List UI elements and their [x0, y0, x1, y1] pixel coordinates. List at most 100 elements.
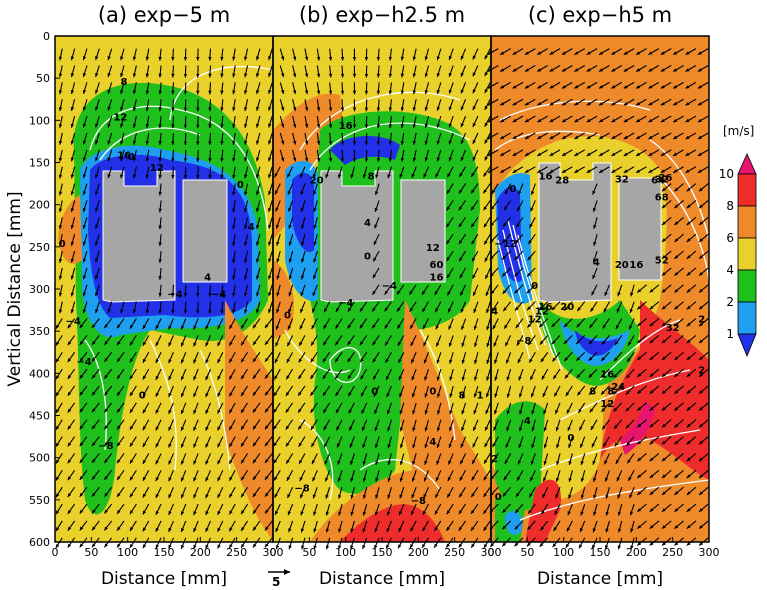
- wind-vector-head: [324, 308, 328, 313]
- wind-vector-head: [255, 140, 260, 145]
- wind-vector-head: [662, 541, 666, 546]
- wind-vector-head: [512, 169, 517, 173]
- wind-vector-head: [298, 358, 303, 363]
- wind-vector-head: [241, 408, 245, 413]
- wind-vector-head: [67, 526, 72, 531]
- wind-vector-head: [412, 123, 417, 128]
- wind-vector-head: [485, 274, 489, 279]
- wind-vector-head: [636, 169, 641, 173]
- wind-vector-head: [229, 493, 233, 498]
- x-tick-label: 250: [662, 546, 683, 559]
- contour-label: 20: [560, 302, 574, 313]
- wind-vector-head: [615, 459, 620, 464]
- wind-vector-head: [145, 73, 150, 78]
- wind-vector-head: [107, 89, 111, 94]
- wind-vector-head: [132, 107, 137, 111]
- wind-vector-head: [313, 224, 317, 229]
- wind-vector-head: [611, 118, 616, 123]
- wind-vector-head: [400, 107, 405, 112]
- wind-vector-head: [376, 56, 381, 61]
- wind-vector-head: [386, 528, 390, 533]
- wind-vector-head: [374, 444, 379, 449]
- wind-vector-head: [398, 527, 402, 532]
- wind-vector-head: [107, 73, 111, 77]
- wind-vector-head: [697, 68, 702, 72]
- y-tick-label: 400: [29, 367, 50, 380]
- wind-vector-head: [107, 140, 111, 145]
- wind-vector-head: [623, 101, 628, 106]
- wind-vector-head: [168, 544, 172, 549]
- wind-vector-head: [517, 207, 521, 212]
- contour-label: 0: [237, 180, 244, 191]
- wind-vector-head: [104, 357, 108, 362]
- wind-vector-head: [576, 356, 581, 361]
- wind-vector-head: [423, 359, 428, 364]
- wind-vector-head: [460, 123, 464, 128]
- wind-vector-head: [648, 169, 653, 173]
- wind-vector-head: [205, 477, 209, 482]
- wind-vector-head: [55, 358, 60, 363]
- wind-vector-head: [104, 459, 108, 463]
- wind-vector-head: [601, 408, 606, 412]
- wind-vector-head: [229, 443, 233, 448]
- wind-vector-head: [55, 425, 60, 430]
- wind-vector-head: [411, 477, 416, 482]
- wind-vector-head: [129, 425, 134, 430]
- wind-vector-head: [484, 459, 488, 464]
- wind-vector-head: [527, 272, 531, 277]
- wind-vector-head: [205, 426, 209, 431]
- wind-vector-head: [448, 325, 452, 330]
- wind-vector-head: [648, 51, 653, 55]
- wind-vector-head: [183, 124, 188, 129]
- wind-vector-head: [385, 341, 389, 346]
- wind-vector-head: [593, 224, 597, 229]
- wind-vector-head: [313, 241, 317, 246]
- wind-vector-head: [275, 325, 280, 330]
- wind-vector-head: [686, 457, 691, 462]
- wind-vector-head: [142, 544, 147, 549]
- wind-vector-head: [424, 427, 428, 432]
- wind-vector-head: [232, 225, 236, 230]
- wind-vector-head: [500, 169, 505, 173]
- wind-vector-head: [168, 392, 172, 397]
- wind-vector-head: [629, 308, 633, 313]
- wind-vector-head: [556, 444, 560, 449]
- wind-vector-head: [252, 341, 257, 346]
- wind-vector-head: [500, 152, 505, 156]
- wind-vector-head: [649, 390, 654, 394]
- wind-vector-head: [623, 169, 628, 173]
- wind-vector-head: [524, 169, 529, 173]
- wind-vector-head: [486, 359, 490, 364]
- wind-vector-head: [336, 426, 340, 431]
- colorbar-segment: [737, 269, 757, 303]
- wind-vector-head: [58, 309, 63, 314]
- wind-vector-head: [117, 526, 121, 531]
- contour-label: 4: [593, 257, 600, 268]
- wind-vector-head: [436, 140, 441, 145]
- wind-vector-head: [649, 508, 654, 512]
- wind-vector-head: [649, 339, 654, 344]
- wind-vector-head: [400, 124, 405, 128]
- wind-vector-head: [217, 443, 221, 448]
- wind-vector-head: [388, 73, 393, 78]
- wind-vector-head: [637, 339, 642, 344]
- wind-vector-head: [70, 90, 75, 94]
- wind-vector-head: [561, 85, 566, 89]
- wind-vector-head: [79, 341, 84, 345]
- wind-vector-head: [82, 73, 87, 77]
- wind-vector-head: [531, 444, 535, 449]
- wind-vector-head: [67, 324, 72, 329]
- wind-vector-head: [697, 152, 702, 156]
- wind-vector-head: [662, 406, 666, 411]
- wind-vector-head: [181, 544, 185, 549]
- wind-vector-head: [685, 118, 690, 123]
- wind-vector-head: [514, 255, 519, 260]
- wind-vector-head: [586, 68, 591, 72]
- wind-vector-head: [424, 410, 428, 415]
- wind-vector-head: [208, 158, 212, 162]
- wind-vector-head: [298, 425, 302, 430]
- wind-vector-head: [400, 157, 405, 162]
- wind-vector-head: [158, 56, 162, 61]
- wind-vector-head: [372, 341, 376, 346]
- contour-label: 16: [430, 273, 444, 284]
